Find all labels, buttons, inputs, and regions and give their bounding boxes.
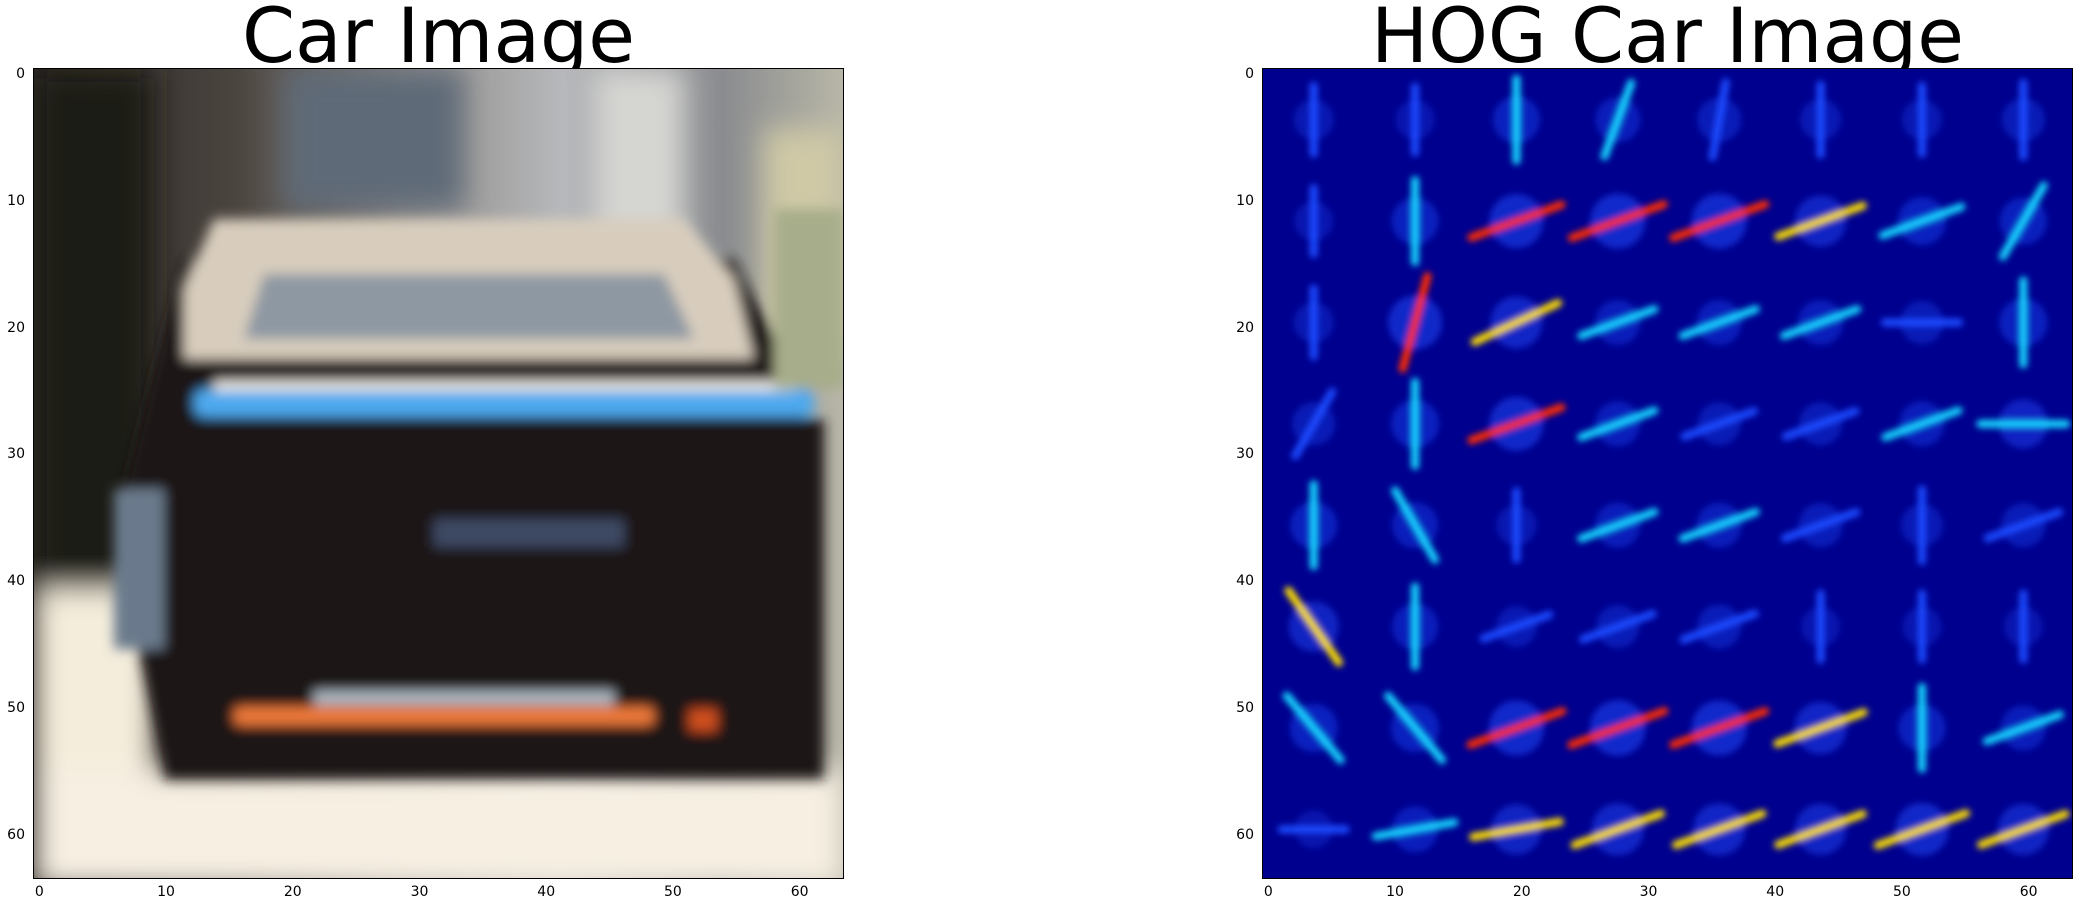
hog-cell-gradient bbox=[1470, 298, 1563, 346]
hog-cell-gradient bbox=[1781, 407, 1860, 441]
hog-xtick-10: 10 bbox=[1386, 884, 1404, 900]
hog-xtick-40: 40 bbox=[1766, 884, 1785, 900]
hog-background bbox=[1263, 69, 2072, 878]
hog-cell-gradient bbox=[1773, 708, 1868, 748]
car-xtick-50: 50 bbox=[664, 884, 682, 900]
hog-cell-gradient bbox=[1669, 707, 1770, 749]
hog-cell-gradient bbox=[1881, 406, 1963, 442]
hog-cell-gradient bbox=[1600, 79, 1636, 161]
hog-cell-gradient bbox=[1384, 691, 1447, 765]
hog-cell-gradient bbox=[1479, 610, 1554, 643]
car-ytick-10: 10 bbox=[7, 193, 25, 210]
car-xtick-40: 40 bbox=[537, 884, 556, 900]
car-image-title: Car Image bbox=[241, 0, 636, 80]
hog-image-panel bbox=[1262, 68, 2073, 879]
hog-cell-gradient bbox=[1983, 508, 2064, 543]
hog-cell-gradient bbox=[1579, 609, 1657, 644]
hog-cell-gradient bbox=[1977, 809, 2070, 849]
hog-cell-gradient bbox=[1466, 707, 1567, 749]
car-xtick-60: 60 bbox=[790, 884, 809, 900]
car-xtick-10: 10 bbox=[157, 884, 175, 900]
hog-ytick-20: 20 bbox=[1236, 319, 1254, 336]
hog-ytick-30: 30 bbox=[1236, 446, 1254, 463]
hog-cell-gradient bbox=[1398, 272, 1432, 373]
hog-cell-gradient bbox=[1982, 710, 2064, 746]
hog-xtick-20: 20 bbox=[1512, 884, 1531, 900]
hog-cell-gradient bbox=[1679, 609, 1759, 644]
hog-cell-gradient bbox=[1678, 507, 1760, 543]
car-ytick-0: 0 bbox=[16, 66, 25, 83]
hog-cell-gradient bbox=[1671, 809, 1767, 850]
hog-ytick-40: 40 bbox=[1236, 573, 1254, 590]
hog-cell-gradient bbox=[1779, 305, 1862, 340]
hog-xtick-50: 50 bbox=[1893, 884, 1911, 900]
hog-cell-gradient bbox=[1467, 403, 1566, 445]
hog-xtick-0: 0 bbox=[1263, 884, 1273, 900]
hog-cell-gradient bbox=[1469, 817, 1564, 841]
hog-cell-gradient bbox=[1467, 200, 1566, 242]
hog-cell-gradient bbox=[1577, 507, 1659, 543]
hog-visualization bbox=[1263, 69, 2072, 878]
car-xtick-20: 20 bbox=[283, 884, 302, 900]
hog-cell-gradient bbox=[1391, 486, 1440, 564]
hog-cell-gradient bbox=[1708, 78, 1730, 162]
car-ytick-60: 60 bbox=[7, 826, 25, 843]
hog-ytick-50: 50 bbox=[1236, 699, 1254, 716]
hog-cell-gradient bbox=[1371, 818, 1459, 841]
hog-cell-gradient bbox=[1774, 201, 1867, 241]
hog-ytick-10: 10 bbox=[1236, 193, 1254, 210]
hog-cell-gradient bbox=[1680, 407, 1758, 441]
hog-cell-gradient bbox=[1282, 691, 1345, 765]
hog-cell-gradient bbox=[1678, 305, 1760, 340]
hog-cell-gradient bbox=[1774, 809, 1867, 849]
hog-cell-gradient bbox=[1998, 181, 2048, 261]
car-xtick-0: 0 bbox=[34, 884, 44, 900]
car-ytick-50: 50 bbox=[7, 699, 25, 716]
hog-car-image-title: HOG Car Image bbox=[1370, 0, 1965, 80]
car-image-panel bbox=[33, 68, 844, 879]
car-photo bbox=[34, 69, 843, 878]
hog-xtick-30: 30 bbox=[1639, 884, 1658, 900]
hog-cell-gradient bbox=[1577, 406, 1659, 442]
hog-cell-gradient bbox=[1291, 387, 1337, 460]
hog-cell-gradient bbox=[1878, 202, 1966, 240]
hog-cell-gradient bbox=[1669, 200, 1770, 242]
hog-cell-gradient bbox=[1780, 508, 1861, 543]
hog-cell-gradient bbox=[1570, 809, 1666, 850]
car-ytick-30: 30 bbox=[7, 446, 25, 463]
car-xtick-30: 30 bbox=[410, 884, 429, 900]
car-ytick-20: 20 bbox=[7, 319, 25, 336]
car-ytick-40: 40 bbox=[7, 573, 25, 590]
hog-cell-gradient bbox=[1567, 706, 1669, 749]
hog-cell-gradient bbox=[1873, 809, 1971, 850]
hog-cell-gradient bbox=[1567, 200, 1668, 242]
hog-ytick-60: 60 bbox=[1236, 826, 1254, 843]
hog-cell-gradient bbox=[1577, 305, 1659, 340]
hog-cell-gradient bbox=[1284, 586, 1343, 667]
hog-xtick-60: 60 bbox=[2019, 884, 2038, 900]
hog-ytick-0: 0 bbox=[1245, 66, 1254, 83]
